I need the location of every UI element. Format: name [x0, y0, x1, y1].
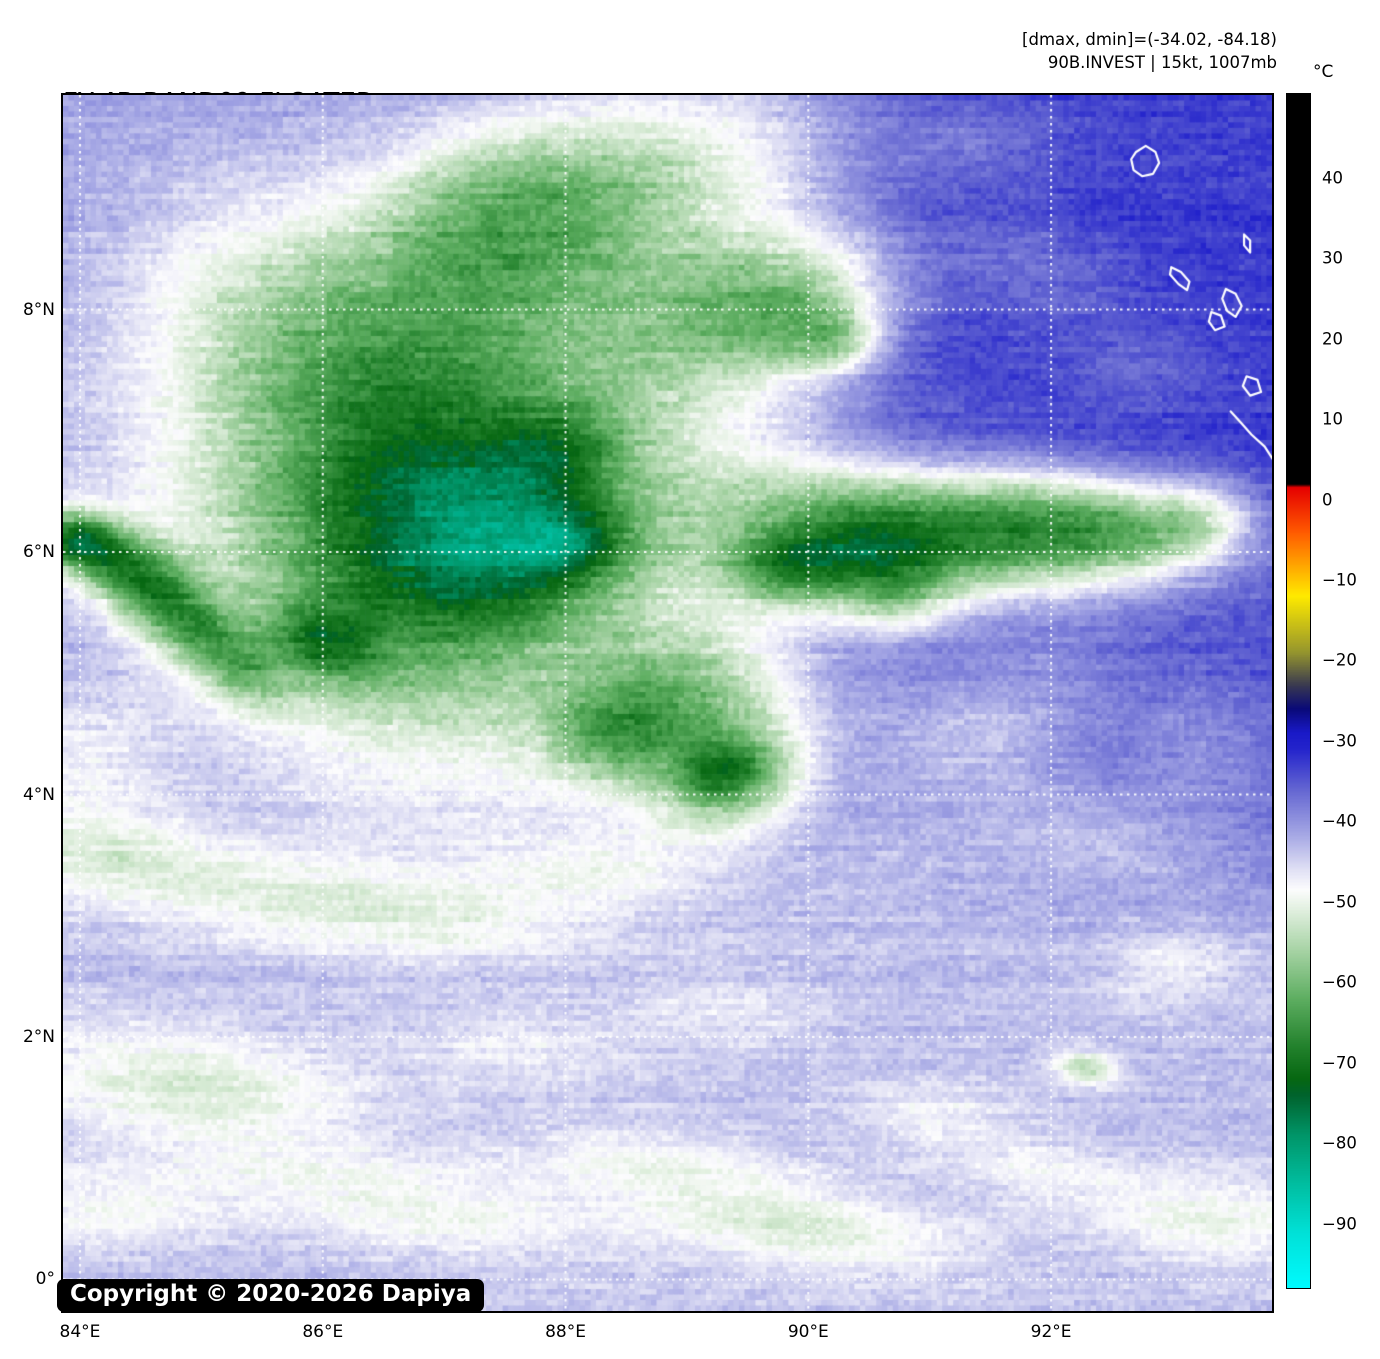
- colorbar-tick-label: −40: [1322, 811, 1357, 831]
- colorbar-tick-label: −30: [1322, 731, 1357, 751]
- y-axis-tick-label: 0°: [35, 1269, 55, 1290]
- y-axis-tick-label: 4°N: [22, 784, 55, 805]
- copyright-badge: Copyright © 2020-2026 Dapiya: [57, 1279, 485, 1312]
- x-axis-tick-label: 86°E: [302, 1322, 344, 1342]
- colorbar-tick-label: −90: [1322, 1214, 1357, 1234]
- colorbar-unit-label: °C: [1313, 62, 1334, 82]
- x-axis-tick-label: 88°E: [545, 1322, 586, 1342]
- storm-info: 90B.INVEST | 15kt, 1007mb: [1047, 53, 1277, 72]
- x-axis-tick-label: 84°E: [59, 1322, 101, 1342]
- y-axis-tick-label: 6°N: [22, 542, 55, 563]
- satellite-map-image: [61, 93, 1274, 1313]
- colorbar-tick-label: 0: [1322, 490, 1333, 509]
- colorbar-tick-label: 30: [1322, 248, 1343, 268]
- colorbar-tick-label: −50: [1322, 892, 1357, 912]
- colorbar-tick-label: 40: [1322, 168, 1343, 188]
- x-axis-tick-label: 90°E: [787, 1322, 829, 1342]
- colorbar-tick-label: −60: [1322, 972, 1357, 992]
- colorbar-tick-label: −20: [1322, 650, 1357, 670]
- colorbar-tick-label: −10: [1322, 570, 1357, 590]
- x-axis-tick-label: 92°E: [1030, 1322, 1072, 1342]
- y-axis-tick-label: 2°N: [22, 1027, 55, 1047]
- y-axis-tick-label: 8°N: [22, 299, 55, 320]
- colorbar-tick-label: 10: [1322, 409, 1343, 429]
- colorbar-tick-label: −70: [1322, 1053, 1357, 1073]
- colorbar-tick-label: 20: [1322, 329, 1343, 349]
- colorbar-tick-label: −80: [1322, 1133, 1357, 1153]
- dmax-dmin-readout: [dmax, dmin]=(-34.02, -84.18): [1022, 30, 1277, 49]
- annotation-block: [dmax, dmin]=(-34.02, -84.18) 90B.INVEST…: [1022, 28, 1277, 74]
- colorbar: [1286, 93, 1311, 1289]
